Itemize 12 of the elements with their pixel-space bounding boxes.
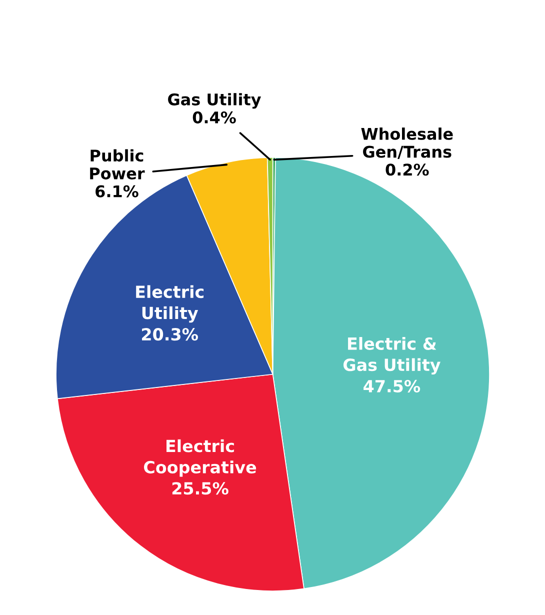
- data-label: 6.1%: [96, 185, 138, 198]
- slice-label: Public Power: [90, 149, 145, 180]
- data-label: 0.4%: [192, 111, 236, 124]
- slice-label: Gas Utility: [168, 93, 261, 109]
- data-label: 20.3%: [142, 328, 198, 341]
- data-label: 47.5%: [364, 380, 420, 392]
- slice-label: Electric Utility: [136, 285, 204, 323]
- data-label: 0.2%: [386, 164, 429, 176]
- data-label: 25.5%: [172, 482, 228, 495]
- slice-label: Wholesale Gen/Trans: [361, 128, 453, 160]
- slice-label: Electric Cooperative: [144, 439, 256, 477]
- slice-label: Electric & Gas Utility: [343, 337, 440, 374]
